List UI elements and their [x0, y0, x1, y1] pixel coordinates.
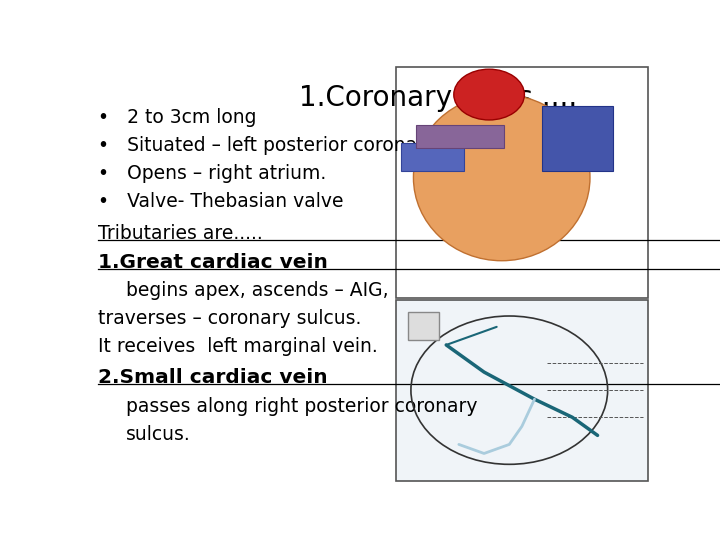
Text: sulcus.: sulcus. [126, 426, 191, 444]
Bar [396, 300, 648, 481]
Text: Tributaries are.....: Tributaries are..... [99, 224, 263, 242]
Text: traverses – coronary sulcus.: traverses – coronary sulcus. [99, 309, 361, 328]
Bar [396, 67, 648, 298]
Ellipse shape [413, 94, 590, 261]
Text: •   Situated – left posterior coronary sulcus: • Situated – left posterior coronary sul… [99, 136, 501, 156]
Text: 1.Great cardiac vein: 1.Great cardiac vein [99, 253, 328, 272]
Bar [408, 312, 438, 340]
Text: 2.Small cardiac vein: 2.Small cardiac vein [99, 368, 328, 387]
Ellipse shape [454, 69, 524, 120]
Bar [401, 143, 464, 171]
Text: begins apex, ascends – AIG,: begins apex, ascends – AIG, [126, 281, 389, 300]
Text: passes along right posterior coronary: passes along right posterior coronary [126, 397, 478, 416]
Bar [416, 125, 504, 147]
Text: 1.Coronary sinus.....: 1.Coronary sinus..... [300, 84, 577, 112]
Text: It receives  left marginal vein.: It receives left marginal vein. [99, 337, 378, 356]
Bar [542, 106, 613, 171]
Text: •   2 to 3cm long: • 2 to 3cm long [99, 109, 257, 127]
Text: •   Opens – right atrium.: • Opens – right atrium. [99, 164, 327, 183]
Text: •   Valve- Thebasian valve: • Valve- Thebasian valve [99, 192, 344, 211]
